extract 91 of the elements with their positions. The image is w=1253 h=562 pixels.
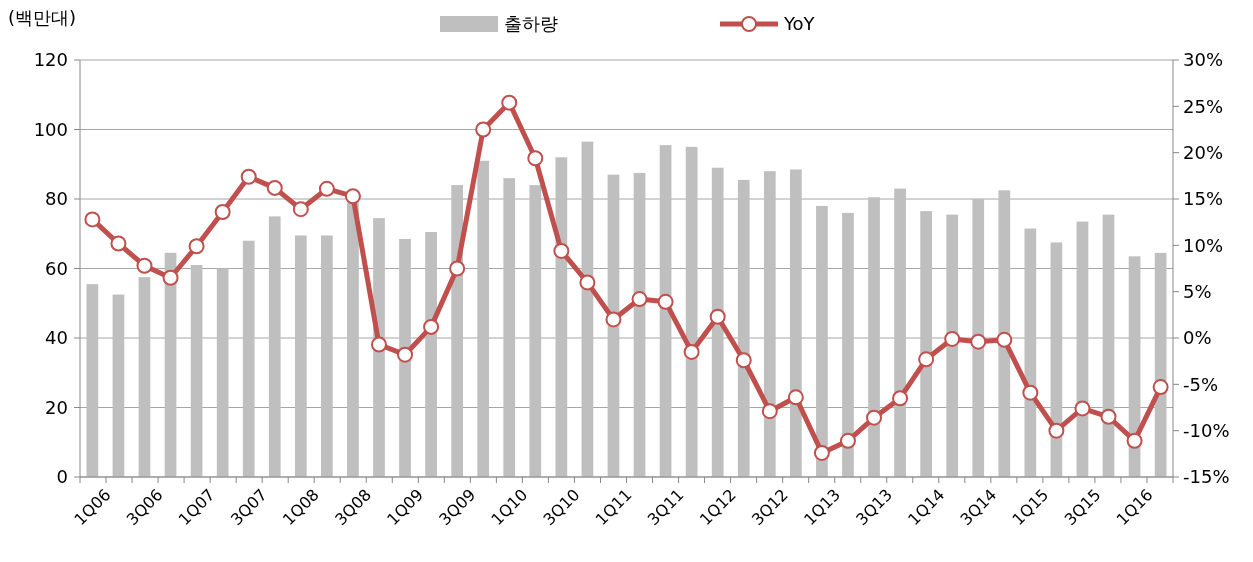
bar <box>842 212 854 477</box>
bar <box>1024 228 1037 477</box>
y2-tick-label: 20% <box>1183 141 1224 163</box>
point <box>839 432 856 449</box>
bar <box>946 214 959 477</box>
bar <box>816 205 828 477</box>
bar <box>503 178 516 477</box>
legend-label: YoY <box>783 13 816 35</box>
point <box>240 168 257 185</box>
point <box>84 211 101 228</box>
y-tick-label: 20 <box>45 396 68 418</box>
bar <box>399 238 411 477</box>
point <box>318 180 335 197</box>
bar <box>894 188 906 477</box>
y-tick-label: 60 <box>45 257 68 279</box>
bar <box>972 199 985 477</box>
bar <box>998 190 1011 477</box>
y2-tick-label: -10% <box>1183 419 1230 441</box>
legend-label: 출하량 <box>504 13 558 35</box>
point <box>970 333 987 350</box>
y-tick-label: 80 <box>45 188 68 210</box>
bar <box>868 197 880 477</box>
point <box>266 179 283 196</box>
point <box>475 121 492 138</box>
bar <box>477 160 490 477</box>
point <box>761 403 778 420</box>
point <box>370 336 387 353</box>
bar <box>529 185 542 477</box>
bar <box>789 169 802 477</box>
point <box>1022 384 1039 401</box>
point <box>1152 379 1169 396</box>
y-tick-label: 0 <box>56 466 68 488</box>
y2-tick-label: 25% <box>1183 95 1224 117</box>
point <box>162 269 179 286</box>
bar <box>190 265 203 477</box>
bar <box>86 284 99 477</box>
y2-tick-label: 10% <box>1183 234 1224 256</box>
point <box>683 343 700 360</box>
bar <box>138 277 151 477</box>
point <box>866 409 883 426</box>
point <box>1048 422 1065 439</box>
point <box>631 291 648 308</box>
point <box>136 257 153 274</box>
bar <box>737 179 750 477</box>
bar <box>711 167 724 477</box>
bar <box>347 202 359 477</box>
point <box>449 260 466 277</box>
bar <box>321 235 333 477</box>
bar <box>920 211 932 477</box>
point <box>813 444 830 461</box>
point <box>501 94 518 111</box>
point <box>214 203 231 220</box>
point <box>423 318 440 335</box>
point <box>892 390 909 407</box>
bar <box>242 240 255 477</box>
bar <box>112 294 125 477</box>
point <box>1126 432 1143 449</box>
y2-tick-label: 0% <box>1183 327 1212 349</box>
point <box>1100 408 1117 425</box>
y2-tick-label: -15% <box>1183 466 1230 488</box>
y-tick-label: 120 <box>33 49 68 71</box>
point <box>918 351 935 368</box>
y-tick-label: 40 <box>45 327 68 349</box>
point <box>110 235 127 252</box>
point <box>657 293 674 310</box>
point <box>527 150 544 167</box>
point <box>709 308 726 325</box>
point <box>292 201 309 218</box>
point <box>605 311 622 328</box>
y2-tick-label: -5% <box>1183 373 1219 395</box>
point <box>553 242 570 259</box>
bar <box>268 216 281 477</box>
y2-tick-label: 5% <box>1183 280 1212 302</box>
bar <box>763 171 776 477</box>
bar <box>294 235 307 477</box>
y2-tick-label: 30% <box>1183 49 1224 71</box>
point <box>996 331 1013 348</box>
bar <box>216 268 229 477</box>
point <box>1074 400 1091 417</box>
point <box>188 238 205 255</box>
bar <box>425 232 437 477</box>
point <box>944 330 961 347</box>
y-tick-label: 100 <box>33 118 68 140</box>
y2-tick-label: 15% <box>1183 188 1224 210</box>
point <box>735 352 752 369</box>
y-axis-title: (백만대) <box>8 7 77 28</box>
point <box>344 188 361 205</box>
point <box>579 274 596 291</box>
point <box>397 346 414 363</box>
point <box>787 389 804 406</box>
bar <box>451 185 464 477</box>
